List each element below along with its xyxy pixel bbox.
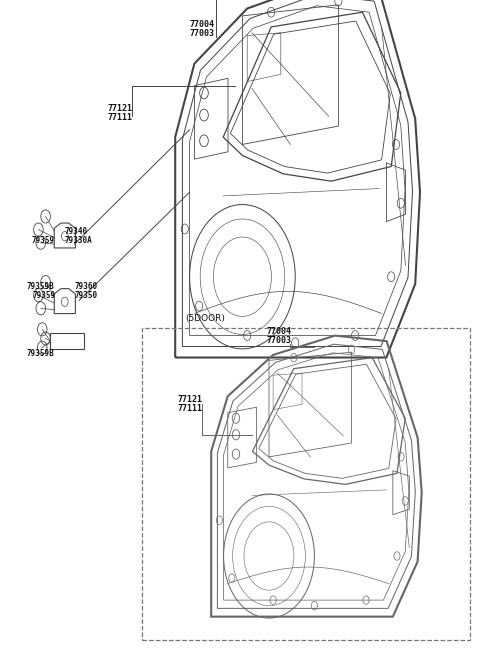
Text: (5DOOR): (5DOOR) bbox=[185, 314, 225, 323]
Text: 79359B: 79359B bbox=[26, 282, 54, 291]
Text: 77111: 77111 bbox=[108, 113, 133, 122]
Text: 77121: 77121 bbox=[108, 104, 133, 113]
Text: 79350: 79350 bbox=[74, 291, 97, 300]
Bar bbox=[142, 328, 470, 640]
Text: 77121: 77121 bbox=[178, 395, 203, 404]
Text: 79340: 79340 bbox=[65, 226, 88, 236]
Text: 77004: 77004 bbox=[266, 327, 291, 336]
Text: 77004: 77004 bbox=[190, 20, 215, 29]
Text: 77003: 77003 bbox=[266, 336, 291, 345]
Text: 79330A: 79330A bbox=[65, 236, 93, 245]
Text: 77111: 77111 bbox=[178, 404, 203, 413]
Text: 79359: 79359 bbox=[32, 236, 55, 245]
Text: 77003: 77003 bbox=[190, 29, 215, 38]
Text: 79359B: 79359B bbox=[26, 348, 54, 358]
Text: 79360: 79360 bbox=[74, 282, 97, 291]
Text: 79359: 79359 bbox=[33, 291, 56, 300]
